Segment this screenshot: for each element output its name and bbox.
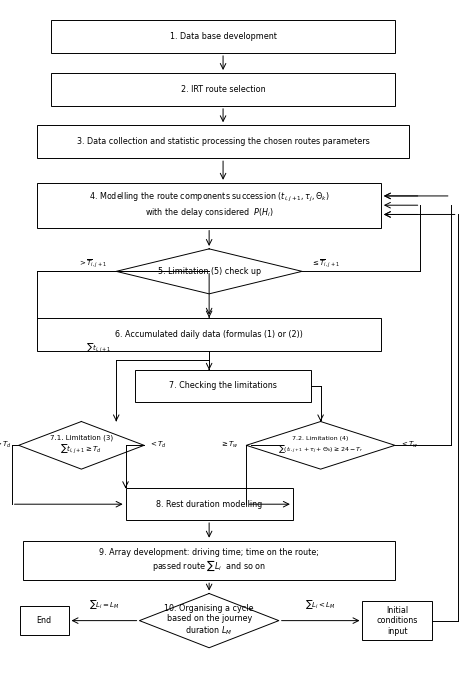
FancyBboxPatch shape (363, 601, 432, 641)
Text: 8. Rest duration modelling: 8. Rest duration modelling (156, 500, 262, 509)
Text: $>T_d$: $>T_d$ (0, 440, 12, 450)
FancyBboxPatch shape (20, 606, 69, 635)
Polygon shape (18, 421, 144, 469)
Polygon shape (246, 421, 395, 469)
Text: $\sum L_i < L_M$: $\sum L_i < L_M$ (305, 598, 336, 611)
Text: 2. IRT route selection: 2. IRT route selection (181, 85, 265, 94)
Text: 7.1. Limitation (3)
$\sum t_{i,j+1} \geq T_d$: 7.1. Limitation (3) $\sum t_{i,j+1} \geq… (50, 435, 113, 456)
Text: $\leq\overline{T}_{i,j+1}$: $\leq\overline{T}_{i,j+1}$ (311, 258, 340, 271)
Text: 4. Modelling the route components succession $(t_{i,j+1}, \tau_j, \Theta_k)$
wit: 4. Modelling the route components succes… (89, 191, 329, 219)
Text: 7. Checking the limitations: 7. Checking the limitations (169, 381, 277, 390)
Text: $\sum t_{i,j+1}$: $\sum t_{i,j+1}$ (86, 342, 111, 355)
FancyBboxPatch shape (37, 125, 409, 158)
Text: End: End (36, 616, 52, 625)
Polygon shape (116, 249, 302, 294)
Text: 7.2. Limitation (4)
$\sum(t_{i,j+1}+\tau_j+\Theta_k)\geq 24-T_r$: 7.2. Limitation (4) $\sum(t_{i,j+1}+\tau… (278, 436, 364, 454)
FancyBboxPatch shape (51, 73, 395, 106)
Text: $<T_d$: $<T_d$ (149, 440, 167, 450)
Text: Initial
conditions
input: Initial conditions input (376, 605, 418, 636)
Text: $\geq T_w$: $\geq T_w$ (220, 440, 239, 450)
Text: 6. Accumulated daily data (formulas (1) or (2)): 6. Accumulated daily data (formulas (1) … (115, 329, 303, 339)
Text: 9. Array development: driving time; time on the route;
passed route $\sum L_i$  : 9. Array development: driving time; time… (99, 548, 319, 573)
FancyBboxPatch shape (37, 183, 381, 227)
FancyBboxPatch shape (23, 541, 395, 580)
Text: 10. Organising a cycle
based on the journey
duration $L_M$: 10. Organising a cycle based on the jour… (164, 603, 254, 637)
Text: $<T_w$: $<T_w$ (400, 440, 419, 450)
FancyBboxPatch shape (135, 370, 311, 402)
Polygon shape (139, 593, 279, 648)
Text: $\sum L_i = L_M$: $\sum L_i = L_M$ (89, 598, 119, 611)
Text: $>\overline{T}_{i,j+1}$: $>\overline{T}_{i,j+1}$ (78, 258, 107, 271)
Text: 3. Data collection and statistic processing the chosen routes parameters: 3. Data collection and statistic process… (77, 137, 369, 146)
Text: 5. Limitation (5) check up: 5. Limitation (5) check up (157, 267, 261, 276)
FancyBboxPatch shape (126, 488, 293, 520)
Text: 1. Data base development: 1. Data base development (170, 32, 276, 41)
FancyBboxPatch shape (51, 20, 395, 53)
FancyBboxPatch shape (37, 318, 381, 351)
